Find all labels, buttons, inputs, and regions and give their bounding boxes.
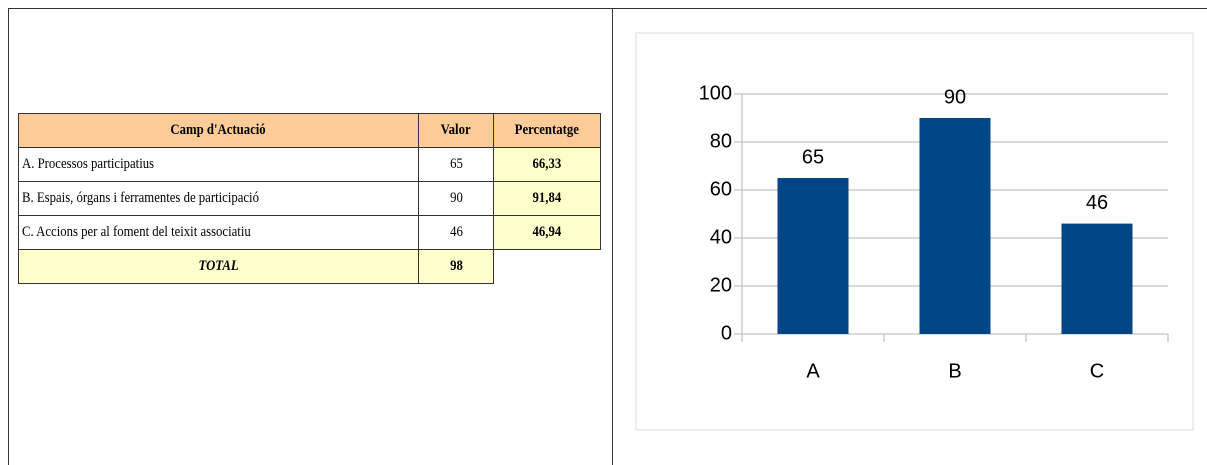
total-row: TOTAL 98 — [18, 249, 601, 284]
header-cell: Camp d'Actuació — [18, 113, 419, 148]
cell-text: 46,94 — [532, 224, 562, 240]
cell-text: 91,84 — [532, 190, 562, 206]
cell: B. Espais, órgans i ferramentes de parti… — [18, 181, 419, 216]
frame — [8, 8, 1207, 465]
cell-text: 66,33 — [532, 156, 562, 172]
cell: 90 — [418, 181, 494, 216]
cell-text: C. Accions per al foment del teixit asso… — [22, 224, 251, 240]
cell-text: 98 — [449, 258, 463, 274]
x-tick-label: C — [1090, 360, 1104, 382]
y-tick-label: 0 — [721, 322, 732, 344]
data-label: 90 — [944, 86, 966, 108]
y-tick-label: 20 — [710, 274, 732, 296]
y-tick-label: 80 — [710, 130, 732, 152]
header-text: Percentatge — [514, 122, 580, 138]
y-tick-label: 60 — [710, 178, 732, 200]
cell-text: 46 — [449, 224, 463, 240]
cell: 98 — [418, 249, 494, 284]
row: B. Espais, órgans i ferramentes de parti… — [18, 181, 601, 216]
cell-text: B. Espais, órgans i ferramentes de parti… — [22, 190, 259, 206]
cell: C. Accions per al foment del teixit asso… — [18, 215, 419, 250]
x-tick-label: A — [806, 360, 820, 382]
header-text: Valor — [441, 122, 471, 138]
data-label: 65 — [802, 146, 824, 168]
cell-text: 65 — [449, 156, 463, 172]
cell-text: 90 — [449, 190, 463, 206]
data-label: 46 — [1086, 192, 1108, 214]
bar — [919, 118, 991, 334]
y-tick-label: 40 — [710, 226, 732, 248]
cell: 46,94 — [493, 215, 601, 250]
x-tick-label: B — [948, 360, 961, 382]
y-tick-label: 100 — [699, 82, 732, 104]
bar — [1061, 223, 1133, 334]
cell: 65 — [418, 147, 494, 182]
cell: 66,33 — [493, 147, 601, 182]
cell-text: A. Processos participatius — [22, 156, 155, 172]
bar — [777, 178, 849, 334]
header-text: Camp d'Actuació — [170, 122, 267, 138]
divider — [612, 8, 613, 465]
cell: TOTAL — [18, 249, 419, 284]
cell-text: TOTAL — [198, 258, 239, 274]
row: C. Accions per al foment del teixit asso… — [18, 215, 601, 250]
data-table: Camp d'Actuació Valor Percentatge A. Pro… — [18, 113, 601, 284]
